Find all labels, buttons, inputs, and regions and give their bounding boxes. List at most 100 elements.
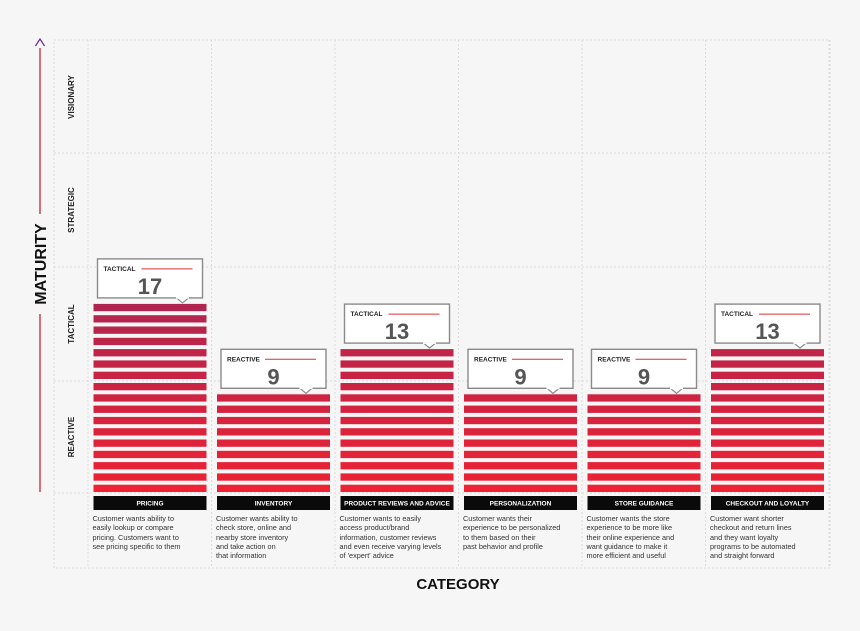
bar-stripe xyxy=(464,416,577,425)
category-label: PRODUCT REVIEWS AND ADVICE xyxy=(344,501,450,508)
bar-stripe xyxy=(217,473,330,481)
callout-level-label: TACTICAL xyxy=(104,266,136,273)
bar-stripe xyxy=(340,405,454,413)
bar-stripe xyxy=(217,462,330,470)
callout-value: 13 xyxy=(385,319,409,344)
callout-value: 9 xyxy=(514,364,526,389)
bar-stripe xyxy=(340,439,454,447)
bar-stripe xyxy=(711,371,824,379)
y-axis-label-bg xyxy=(32,214,48,314)
category-label: PERSONALIZATION xyxy=(490,501,552,508)
bar-stripe xyxy=(464,405,577,413)
category-label: STORE GUIDANCE xyxy=(615,501,674,508)
bar-stripe xyxy=(711,484,824,492)
callout-level-label: TACTICAL xyxy=(721,311,753,318)
bar-stripe xyxy=(217,405,330,413)
y-axis-arrow-icon xyxy=(34,37,46,47)
y-level-label-strategic: STRATEGIC xyxy=(67,187,76,233)
category-description: Customer wants to easily access product/… xyxy=(339,514,442,561)
bar-6 xyxy=(711,349,824,492)
callout-value: 9 xyxy=(267,364,279,389)
callout-box xyxy=(220,348,327,389)
bar-stripe xyxy=(93,303,207,312)
category-label-bar xyxy=(93,496,207,510)
callout-level-label: REACTIVE xyxy=(474,356,508,363)
bar-stripe xyxy=(711,349,824,357)
bar-stripe xyxy=(340,394,454,402)
bar-stripe xyxy=(93,473,207,481)
callout-box xyxy=(590,348,698,389)
bar-stripe xyxy=(217,484,330,492)
bar-stripe xyxy=(587,484,701,492)
bar-stripe xyxy=(464,450,577,459)
bar-stripe xyxy=(217,394,330,402)
bar-stripe xyxy=(93,416,207,425)
bars xyxy=(93,303,824,492)
y-axis-title: MATURITY xyxy=(33,223,50,305)
bar-stripe xyxy=(464,484,577,492)
callout-2: REACTIVE 9 xyxy=(220,348,327,395)
bar-stripe xyxy=(587,416,701,425)
bar-5 xyxy=(587,394,701,492)
callout-pointer xyxy=(670,387,683,395)
bar-stripe xyxy=(93,405,207,413)
bar-stripe xyxy=(587,394,701,402)
bar-stripe xyxy=(93,326,207,334)
x-axis-title: CATEGORY xyxy=(416,576,499,593)
bar-stripe xyxy=(93,349,207,357)
grid-border xyxy=(53,39,831,569)
bar-stripe xyxy=(217,428,330,436)
bar-stripe xyxy=(587,462,701,470)
bar-stripe xyxy=(340,416,454,425)
bar-stripe xyxy=(587,450,701,459)
callout-box xyxy=(96,258,204,299)
bar-stripe xyxy=(711,416,824,425)
callout-4: REACTIVE 9 xyxy=(467,348,574,395)
callout-pointer xyxy=(299,387,313,395)
category-description: Customer wants their experience to be pe… xyxy=(463,514,561,551)
bar-stripe xyxy=(93,394,207,402)
bar-stripe xyxy=(711,360,824,368)
callout-level-label: REACTIVE xyxy=(598,356,632,363)
bar-stripe xyxy=(93,439,207,447)
bar-stripe xyxy=(587,473,701,481)
bar-stripe xyxy=(711,405,824,413)
bar-stripe xyxy=(340,473,454,481)
callouts: TACTICAL17REACTIVE9TACTICAL13REACTIVE9RE… xyxy=(96,258,821,395)
bar-stripe xyxy=(340,349,454,357)
category-label-bar xyxy=(340,496,454,510)
callout-box xyxy=(343,303,451,344)
bar-stripe xyxy=(93,428,207,436)
bar-stripe xyxy=(587,405,701,413)
bar-stripe xyxy=(340,371,454,379)
y-level-label-visionary: VISIONARY xyxy=(67,74,76,118)
category-description: Customer want shorter checkout and retur… xyxy=(710,514,796,561)
bar-stripe xyxy=(93,337,207,346)
category-description: Customer wants ability to easily lookup … xyxy=(92,514,181,551)
category-label-bar xyxy=(464,496,577,510)
bar-stripe xyxy=(340,383,454,391)
bar-stripe xyxy=(464,473,577,481)
bar-2 xyxy=(217,394,330,492)
bar-stripe xyxy=(340,360,454,368)
bar-stripe xyxy=(217,416,330,425)
category-description: Customer wants ability to check store, o… xyxy=(216,514,298,561)
category-label: PRICING xyxy=(136,501,163,508)
y-axis: MATURITY xyxy=(32,37,50,492)
bar-stripe xyxy=(711,439,824,447)
bar-stripe xyxy=(93,371,207,379)
callout-pointer xyxy=(176,297,189,304)
callout-level-label: REACTIVE xyxy=(227,356,261,363)
callout-value: 9 xyxy=(638,364,650,389)
bar-4 xyxy=(464,394,577,492)
bar-stripe xyxy=(464,394,577,402)
bar-3 xyxy=(340,349,454,492)
category-labels: PRICING INVENTORY PRODUCT REVIEWS AND ADVI… xyxy=(93,496,824,510)
bar-stripe xyxy=(93,315,207,323)
y-levels: REACTIVE TACTICAL STRATEGIC VISIONARY xyxy=(67,74,76,457)
bar-stripe xyxy=(340,428,454,436)
bar-stripe xyxy=(340,462,454,470)
